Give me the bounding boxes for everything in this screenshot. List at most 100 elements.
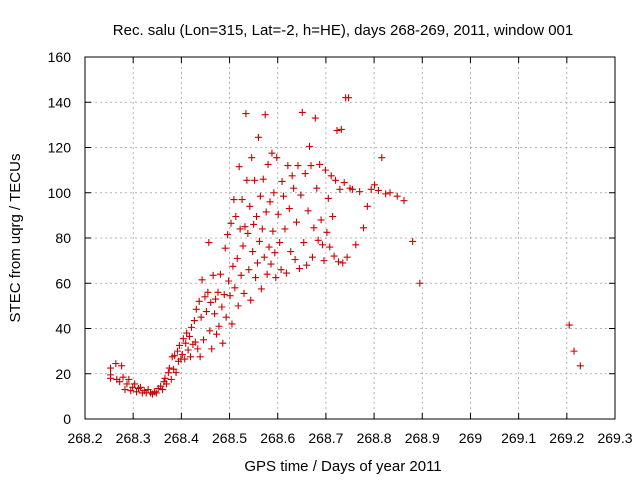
y-axis-label: STEC from uqrg / TECUs	[7, 154, 24, 323]
y-tick-labels: 0 20 40 60 80 100 120 140 160	[48, 49, 72, 427]
data-point	[159, 386, 167, 394]
data-point	[165, 364, 173, 372]
y-tick-label: 140	[48, 94, 72, 110]
data-point	[254, 133, 262, 141]
data-point	[218, 303, 226, 311]
data-point	[194, 345, 202, 353]
data-point	[235, 163, 243, 171]
data-point	[327, 172, 335, 180]
data-point	[348, 185, 356, 193]
data-point	[234, 302, 242, 310]
y-tick-label: 40	[55, 321, 71, 337]
data-point	[182, 339, 190, 347]
data-point	[253, 213, 261, 221]
data-point	[308, 253, 316, 261]
data-point	[294, 162, 302, 170]
data-point	[262, 208, 270, 216]
data-point	[187, 323, 195, 331]
data-point	[256, 192, 264, 200]
data-point	[201, 293, 209, 301]
data-point	[409, 237, 417, 245]
data-point	[227, 219, 235, 227]
data-point	[183, 329, 191, 337]
data-point	[198, 276, 206, 284]
data-point	[311, 114, 319, 122]
y-tick-label: 80	[55, 230, 71, 246]
data-point	[221, 244, 229, 252]
data-point	[304, 207, 312, 215]
data-point	[367, 185, 375, 193]
data-point	[323, 228, 331, 236]
data-point	[241, 223, 249, 231]
data-point	[264, 160, 272, 168]
data-point	[307, 162, 315, 170]
data-point	[295, 265, 303, 273]
grid	[85, 57, 615, 419]
x-tick-label: 268.2	[67, 430, 102, 446]
data-point	[337, 125, 345, 133]
data-point	[200, 336, 208, 344]
data-point	[118, 362, 126, 370]
data-point	[324, 194, 332, 202]
y-tick-label: 100	[48, 185, 72, 201]
data-point	[363, 202, 371, 210]
data-point	[297, 191, 305, 199]
data-point	[266, 198, 274, 206]
data-point	[303, 261, 311, 269]
data-point	[316, 160, 324, 168]
data-point	[374, 186, 382, 194]
data-point	[336, 185, 344, 193]
data-point	[192, 305, 200, 313]
data-point	[570, 347, 578, 355]
data-point	[204, 288, 212, 296]
x-tick-label: 268.7	[308, 430, 343, 446]
x-tick-label: 268.5	[212, 430, 247, 446]
data-point	[251, 176, 259, 184]
data-point	[332, 176, 340, 184]
data-point	[382, 190, 390, 198]
data-point	[352, 241, 360, 249]
data-point	[231, 284, 239, 292]
data-point	[136, 383, 144, 391]
data-point	[250, 220, 258, 228]
data-point	[285, 205, 293, 213]
data-point	[258, 225, 266, 233]
data-point	[238, 196, 246, 204]
x-tick-label: 269.2	[549, 430, 584, 446]
data-point	[359, 224, 367, 232]
data-point	[345, 94, 353, 102]
data-point	[243, 176, 251, 184]
data-point	[246, 202, 254, 210]
data-point	[167, 375, 175, 383]
data-point	[215, 322, 223, 330]
data-point	[240, 289, 248, 297]
data-point	[247, 296, 255, 304]
data-point	[209, 271, 217, 279]
data-point	[152, 389, 160, 397]
data-point	[208, 345, 216, 353]
data-point	[186, 332, 194, 340]
data-point	[213, 330, 221, 338]
data-point	[211, 310, 219, 318]
data-point	[261, 111, 269, 119]
data-point	[277, 266, 285, 274]
data-point	[339, 259, 347, 267]
axis-ticks	[84, 56, 616, 420]
data-point	[226, 292, 234, 300]
x-tick-label: 268.6	[260, 430, 295, 446]
data-point	[293, 218, 301, 226]
data-point	[576, 362, 584, 370]
data-point	[191, 338, 199, 346]
data-point	[333, 127, 341, 135]
x-tick-label: 269.3	[597, 430, 632, 446]
data-point	[244, 229, 252, 237]
data-point	[220, 291, 228, 299]
data-point	[229, 262, 237, 270]
chart-title: Rec. salu (Lon=315, Lat=-2, h=HE), days …	[113, 22, 573, 39]
y-tick-label: 120	[48, 140, 72, 156]
data-point	[565, 321, 573, 329]
data-point	[236, 225, 244, 233]
x-tick-label: 268.4	[164, 430, 199, 446]
data-point	[112, 360, 120, 368]
data-point	[273, 154, 281, 162]
